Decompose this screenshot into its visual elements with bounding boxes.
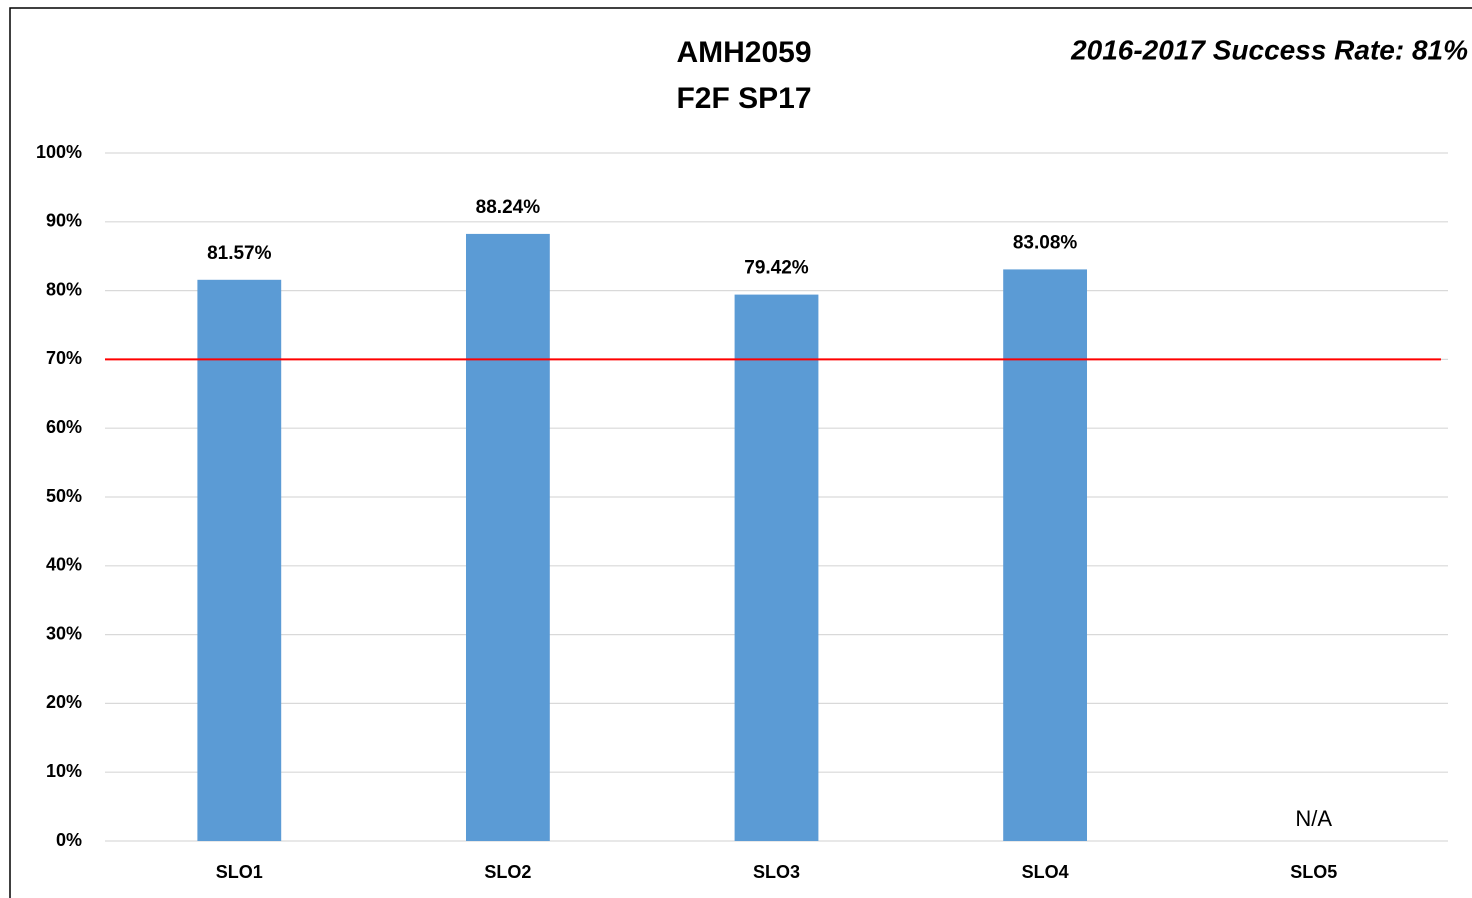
y-tick-label: 0% — [56, 830, 82, 850]
x-tick-label: SLO1 — [216, 862, 263, 882]
chart-subtitle: F2F SP17 — [676, 82, 811, 115]
value-label: 83.08% — [1013, 232, 1078, 253]
na-label: N/A — [1295, 806, 1332, 831]
y-tick-label: 10% — [46, 761, 82, 781]
value-label: 88.24% — [476, 197, 541, 218]
y-tick-label: 90% — [46, 211, 82, 231]
y-tick-label: 20% — [46, 692, 82, 712]
chart-title: AMH2059 — [676, 36, 811, 69]
bar — [197, 279, 282, 841]
annotation: 2016-2017 Success Rate: 81% — [1070, 34, 1468, 65]
chart-border — [9, 7, 1472, 898]
bar — [734, 294, 819, 841]
bar — [465, 233, 550, 841]
y-tick-label: 60% — [46, 417, 82, 437]
x-tick-label: SLO3 — [753, 862, 800, 882]
value-label: 81.57% — [207, 243, 272, 264]
y-tick-label: 40% — [46, 555, 82, 575]
x-tick-label: SLO4 — [1022, 862, 1069, 882]
y-tick-label: 50% — [46, 486, 82, 506]
y-tick-label: 70% — [46, 348, 82, 368]
y-tick-label: 100% — [36, 142, 82, 162]
bar — [1003, 269, 1088, 841]
y-tick-label: 80% — [46, 279, 82, 299]
x-tick-label: SLO5 — [1290, 862, 1337, 882]
y-tick-label: 30% — [46, 623, 82, 643]
value-label: 79.42% — [744, 258, 809, 279]
x-tick-label: SLO2 — [484, 862, 531, 882]
